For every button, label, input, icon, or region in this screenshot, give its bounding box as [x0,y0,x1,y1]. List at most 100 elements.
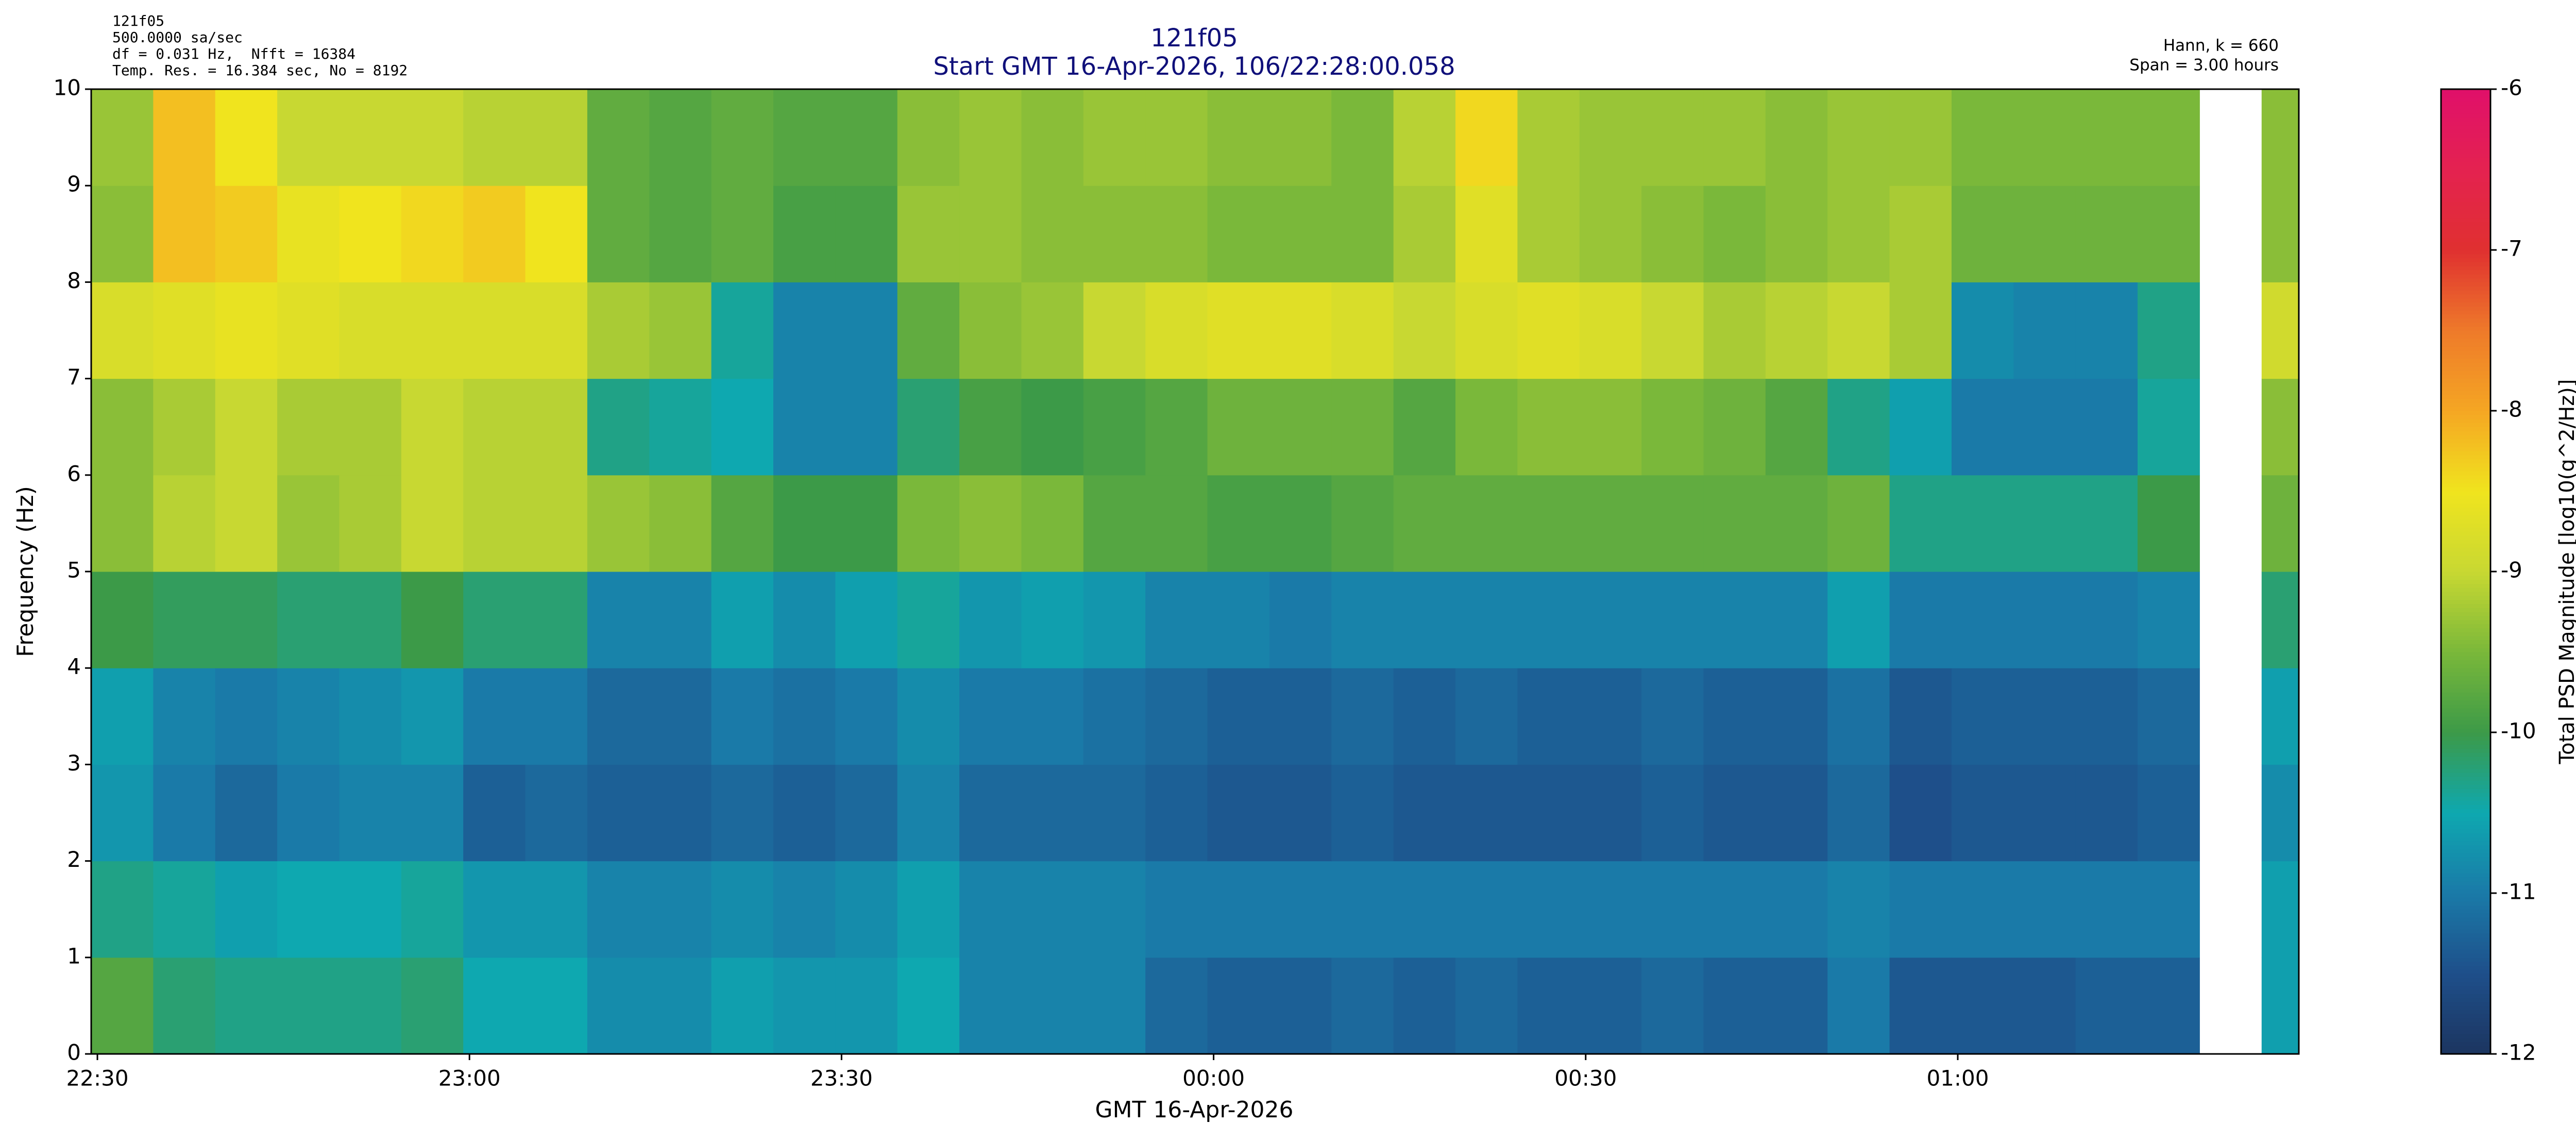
heatmap-cell [1641,572,1704,668]
colorbar-segment [2441,957,2490,962]
colorbar-segment [2441,471,2490,476]
colorbar-segment [2441,780,2490,785]
colorbar-segment [2441,608,2490,612]
heatmap-cell [2013,861,2076,958]
heatmap-cell [1889,957,1952,1054]
heatmap-cell [835,89,898,186]
heatmap-cell [1269,957,1332,1054]
colorbar-segment [2441,487,2490,492]
heatmap-cell [1517,764,1580,862]
heatmap-cell [711,861,774,958]
heatmap-cell [773,378,836,476]
colorbar-segment [2441,177,2490,182]
colorbar-tick-label: -8 [2501,397,2522,422]
colorbar-segment [2441,523,2490,528]
colorbar-segment [2441,985,2490,990]
chart-title: 121f05 [1150,24,1238,53]
info-line: Temp. Res. = 16.384 sec, No = 8192 [112,62,408,79]
colorbar-segment [2441,173,2490,178]
heatmap-cell [1827,186,1890,282]
colorbar-segment [2441,165,2490,170]
colorbar-segment [2441,635,2490,641]
colorbar-segment [2441,382,2490,387]
heatmap-cell [1579,89,1642,186]
heatmap-cell [711,957,774,1054]
colorbar-segment [2441,672,2490,677]
heatmap-cell [1083,89,1146,186]
colorbar-segment [2441,515,2490,520]
colorbar-segment [2441,572,2490,576]
heatmap-cell [1331,572,1394,668]
heatmap-cell [1083,668,1146,765]
heatmap-cell [1021,861,1084,958]
heatmap-cell [1331,282,1394,379]
colorbar-segment [2441,109,2490,114]
heatmap-cell [1703,764,1766,862]
heatmap-cell [1331,957,1394,1054]
heatmap-cell [2013,957,2076,1054]
heatmap-cell [1145,572,1208,668]
heatmap-cell [525,89,588,186]
heatmap-cell [649,668,712,765]
colorbar-segment [2441,543,2490,548]
heatmap-cell [773,668,836,765]
heatmap-cell [1021,89,1084,186]
colorbar-segment [2441,1017,2490,1022]
colorbar-segment [2441,700,2490,705]
heatmap-cell [1765,764,1828,862]
heatmap-cell [773,764,836,862]
heatmap-cell [959,668,1022,765]
heatmap-cell [959,186,1022,282]
colorbar-segment [2441,708,2490,713]
heatmap-cell [1021,378,1084,476]
heatmap-cell [587,89,650,186]
heatmap-cell [1703,475,1766,572]
heatmap-cell [339,186,402,282]
heatmap-cell [959,572,1022,668]
heatmap-cell [339,475,402,572]
heatmap-cell [2138,378,2200,476]
heatmap-cell [773,861,836,958]
heatmap-cell [773,282,836,379]
colorbar-segment [2441,226,2490,230]
heatmap-cell [1579,861,1642,958]
heatmap-cell [711,89,774,186]
colorbar-segment [2441,994,2490,998]
colorbar-segment [2441,117,2490,122]
heatmap-cell [2138,668,2200,765]
heatmap-cell [1641,186,1704,282]
heatmap-cell [1641,861,1704,958]
colorbar-segment [2441,414,2490,420]
x-tick-label: 01:00 [1926,1066,1989,1091]
heatmap-cell [773,186,836,282]
heatmap-cell [1269,282,1332,379]
heatmap-cell [1889,668,1952,765]
heatmap-cell [835,957,898,1054]
colorbar-segment [2441,692,2490,697]
colorbar-segment [2441,961,2490,966]
heatmap-cell [525,764,588,862]
heatmap-cell [2013,475,2076,572]
heatmap-cell [1827,282,1890,379]
heatmap-cell [1455,668,1518,765]
heatmap-cell [401,378,464,476]
heatmap-cell [649,764,712,862]
colorbar-segment [2441,258,2490,262]
colorbar-segment [2441,567,2490,572]
heatmap-cell [897,282,960,379]
heatmap-cell [773,89,836,186]
heatmap-cell [2075,668,2138,765]
colorbar-segment [2441,411,2490,415]
colorbar-segment [2441,599,2490,604]
colorbar-segment [2441,394,2490,399]
heatmap-cell [1207,186,1270,282]
heatmap-cell [773,475,836,572]
heatmap-cell [2261,572,2299,668]
colorbar-segment [2441,953,2490,958]
window-info: Hann, k = 660 [2163,37,2279,55]
heatmap-cell [1021,572,1084,668]
colorbar-segment [2441,387,2490,391]
heatmap-cell [1393,475,1456,572]
colorbar-segment [2441,233,2490,239]
colorbar-segment [2441,869,2490,874]
